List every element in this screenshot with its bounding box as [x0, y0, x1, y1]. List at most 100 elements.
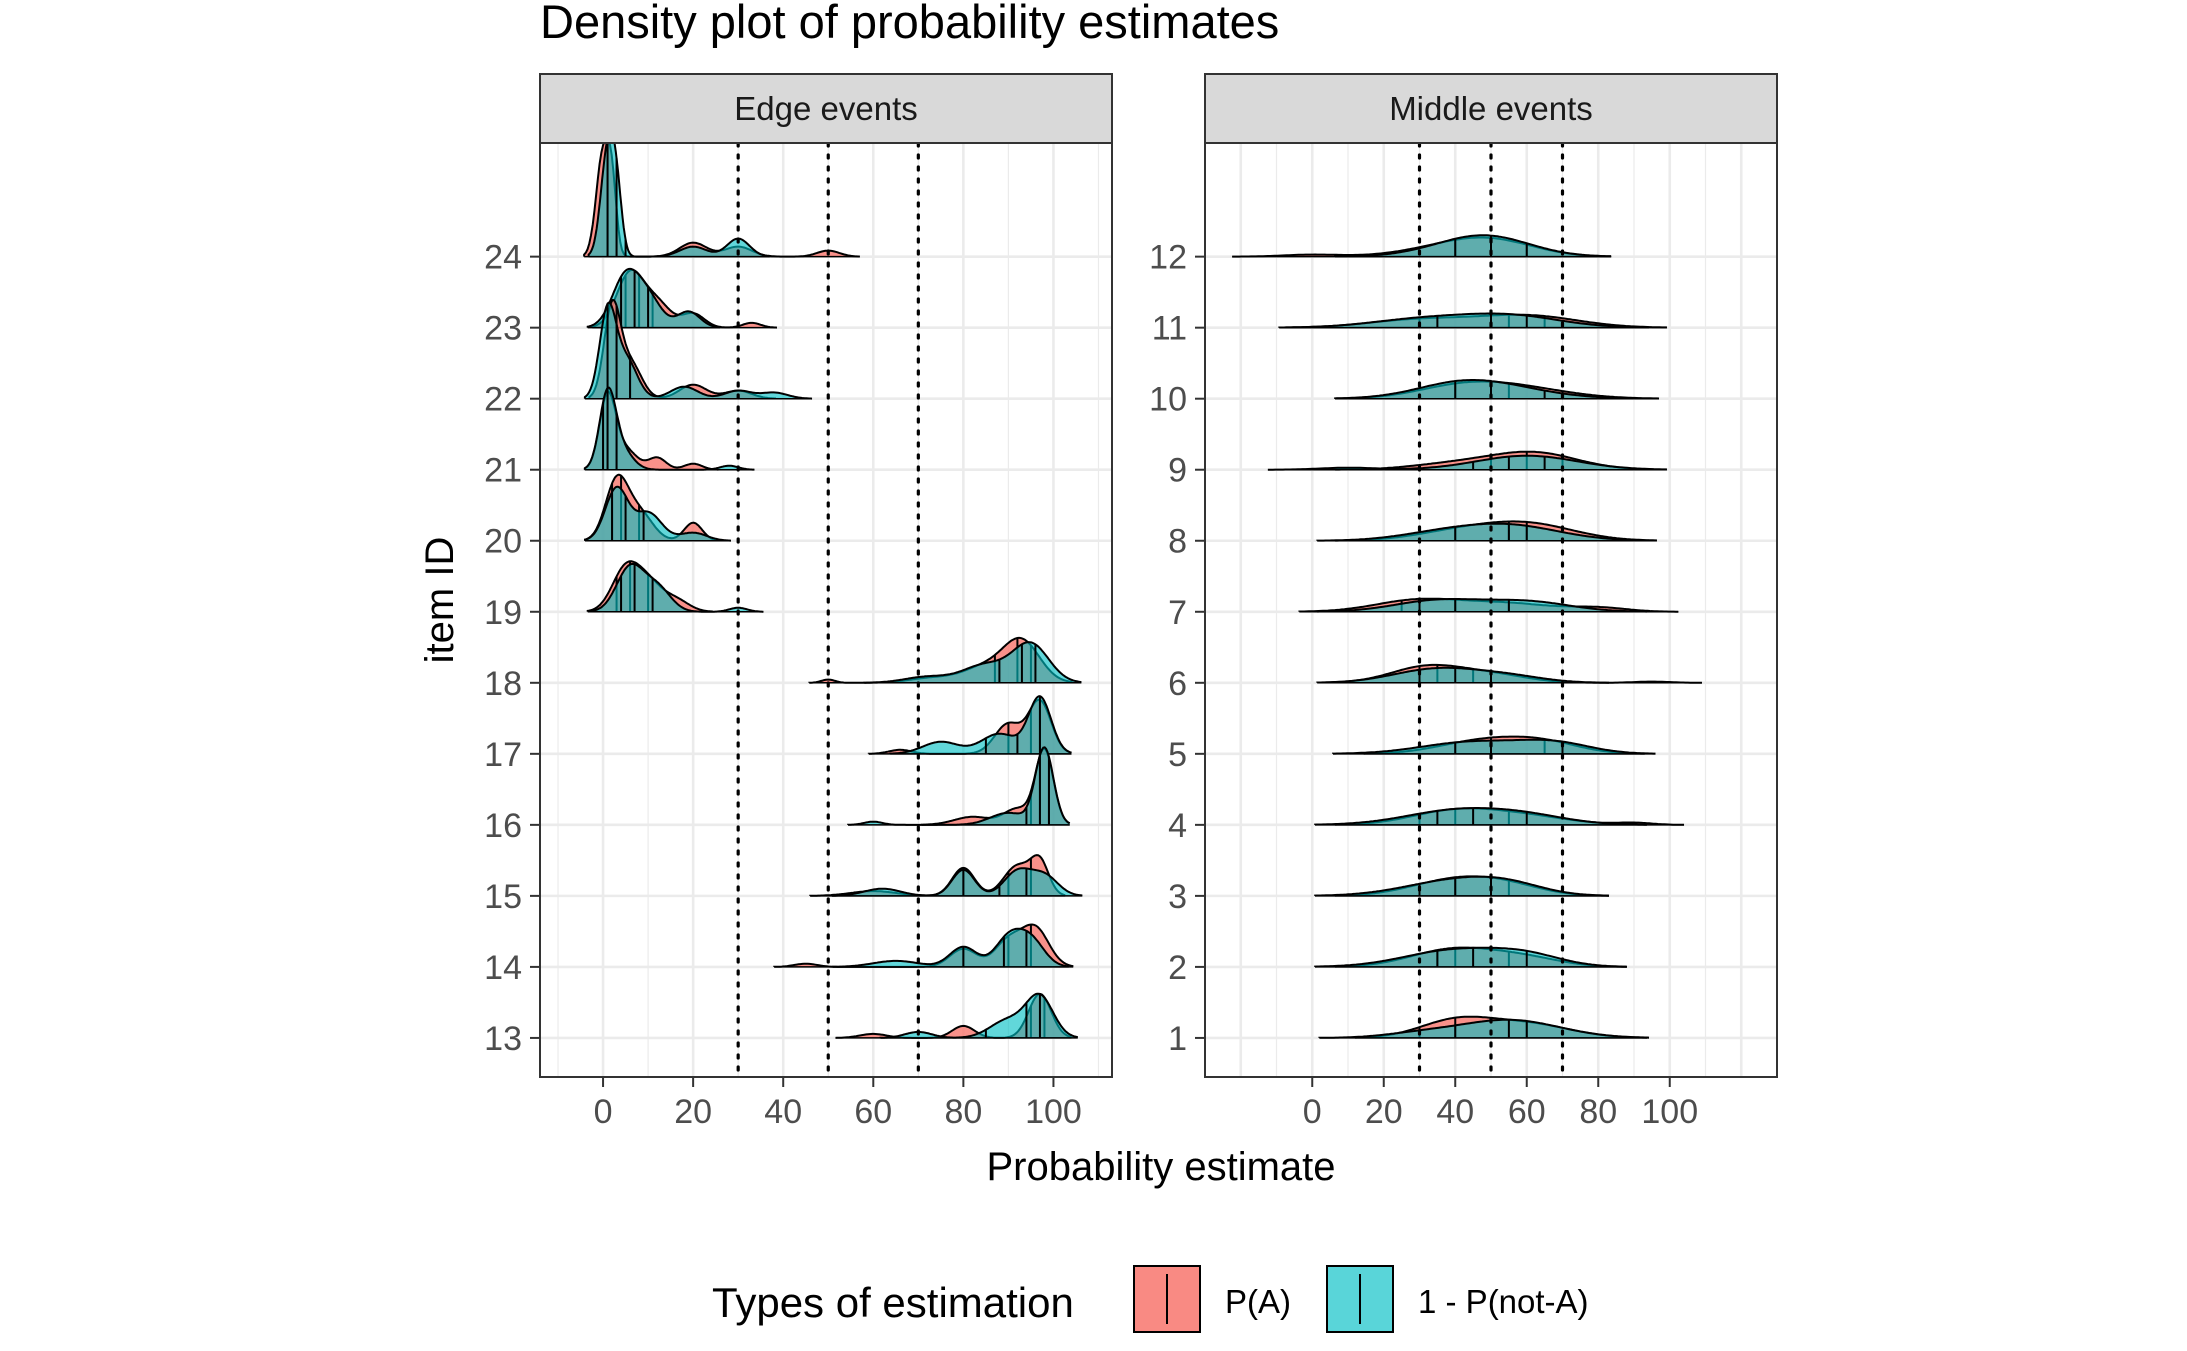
x-tick-label: 60	[1508, 1093, 1546, 1131]
y-tick-label: 4	[1168, 807, 1187, 845]
ridge-item-4	[1314, 807, 1685, 826]
density-area-pn	[1317, 667, 1609, 683]
x-tick-label: 60	[854, 1093, 892, 1131]
y-tick-label: 12	[1149, 239, 1187, 277]
y-tick-label: 21	[484, 452, 522, 490]
y-tick-label: 9	[1168, 452, 1187, 490]
strip-label: Middle events	[1389, 90, 1593, 127]
x-tick-label: 80	[944, 1093, 982, 1131]
ridge-item-8	[1316, 520, 1657, 542]
density-outline-pn	[584, 485, 731, 542]
density-area-pn	[1315, 808, 1647, 825]
density-area-pn	[1267, 455, 1667, 470]
ridge-item-15	[809, 854, 1083, 897]
ridge-item-13	[835, 992, 1078, 1039]
density-area-pn	[585, 486, 731, 541]
y-tick-label: 7	[1168, 594, 1187, 632]
density-outline-pn	[1314, 807, 1647, 826]
density-outline-pn	[879, 992, 1078, 1039]
legend: Types of estimation P(A) 1 - P(not-A)	[712, 1265, 1589, 1333]
y-tick-label: 18	[484, 665, 522, 703]
ridge-item-16	[847, 746, 1071, 826]
ridge-item-17	[867, 695, 1072, 755]
legend-title: Types of estimation	[712, 1279, 1074, 1326]
ridge-item-9	[1267, 450, 1667, 471]
density-outline-pn	[830, 867, 1083, 897]
ridge-item-18	[808, 636, 1082, 684]
ridge-item-10	[1334, 379, 1660, 400]
y-tick-label: 10	[1149, 381, 1187, 419]
density-outline-pn	[1314, 875, 1610, 897]
density-outline-pn	[1278, 312, 1649, 329]
density-outline-pn	[1318, 1018, 1650, 1039]
ridge-item-21	[583, 386, 755, 471]
y-tick-label: 11	[1152, 310, 1187, 348]
y-tick-label: 20	[484, 523, 522, 561]
density-area-pn	[831, 868, 1083, 896]
legend-label-pn: 1 - P(not-A)	[1418, 1283, 1589, 1320]
density-outline-pn	[1334, 379, 1642, 400]
y-tick-label: 14	[484, 949, 522, 987]
ridge-item-1	[1318, 1015, 1650, 1039]
density-outline-pn	[1314, 946, 1627, 968]
y-tick-label: 2	[1168, 949, 1187, 987]
y-tick-label: 15	[484, 878, 522, 916]
y-tick-label: 5	[1168, 736, 1187, 774]
x-tick-label: 100	[1025, 1093, 1082, 1131]
density-outline-pn	[1316, 522, 1649, 542]
y-tick-label: 23	[484, 310, 522, 348]
x-tick-label: 40	[1436, 1093, 1474, 1131]
y-tick-label: 17	[484, 736, 522, 774]
density-outline-pn	[583, 301, 813, 400]
chart-title: Density plot of probability estimates	[540, 0, 1279, 48]
density-area-pn	[1279, 313, 1649, 328]
density-area-pn	[1333, 739, 1656, 754]
y-tick-label: 8	[1168, 523, 1187, 561]
x-tick-label: 20	[1365, 1093, 1403, 1131]
ridge-item-19	[586, 560, 764, 613]
y-tick-label: 16	[484, 807, 522, 845]
density-outline-pn	[1316, 666, 1609, 684]
x-tick-label: 0	[594, 1093, 613, 1131]
ridge-item-11	[1278, 312, 1667, 329]
density-area-pn	[1335, 235, 1612, 257]
density-outline-pn	[1316, 598, 1647, 613]
y-tick-label: 1	[1168, 1020, 1187, 1058]
strip-background	[1204, 73, 1778, 144]
density-outline-pn	[863, 641, 1082, 684]
density-area-pn	[1315, 947, 1627, 967]
panel-edge-events: Edge events 0 20 40 60 80 100 13 14 15 16 17 18 19 20 2…	[484, 73, 1113, 1131]
x-tick-label: 100	[1641, 1093, 1698, 1131]
density-area-pn	[864, 642, 1082, 683]
density-outline-pn	[889, 695, 1072, 755]
density-area-pn	[890, 696, 1072, 754]
density-area-pn	[1317, 599, 1647, 612]
y-tick-label: 19	[484, 594, 522, 632]
density-outline-pn	[831, 927, 1069, 968]
x-axis-title: Probability estimate	[986, 1145, 1335, 1189]
y-tick-label: 3	[1168, 878, 1187, 916]
ridge-item-14	[773, 923, 1074, 968]
legend-label-pa: P(A)	[1225, 1283, 1291, 1320]
ridge-item-23	[586, 267, 777, 329]
strip-label: Edge events	[734, 90, 917, 127]
density-area-pn	[880, 993, 1078, 1038]
density-outline-pn	[1334, 234, 1612, 258]
ridge-item-12	[1232, 234, 1612, 258]
density-outline-pn	[591, 562, 764, 613]
y-tick-label: 13	[484, 1020, 522, 1058]
density-outline-pn	[1267, 454, 1667, 471]
x-tick-label: 20	[674, 1093, 712, 1131]
density-area-pn	[832, 928, 1069, 967]
y-axis-title: item ID	[418, 537, 462, 664]
ridge-item-7	[1298, 597, 1679, 613]
ridge-item-20	[584, 473, 731, 542]
density-outline-pn	[1332, 738, 1656, 755]
y-tick-label: 24	[484, 239, 522, 277]
ridge-item-2	[1314, 946, 1627, 968]
x-tick-label: 40	[764, 1093, 802, 1131]
ridge-item-5	[1332, 735, 1656, 755]
